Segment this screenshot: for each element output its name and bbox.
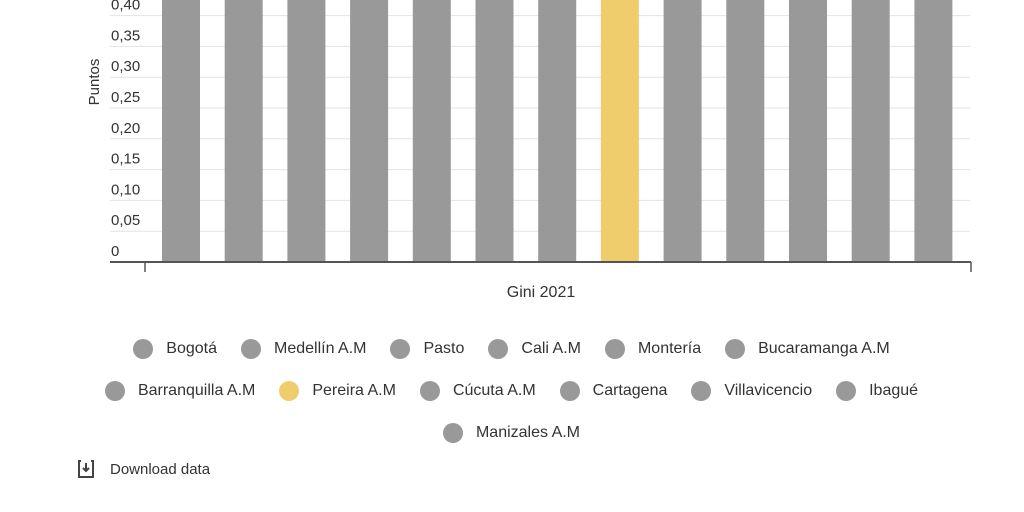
bar-c-cuta-a-m (663, 0, 702, 262)
legend-label: Cali A.M (521, 340, 581, 357)
legend-item[interactable]: Bucaramanga A.M (725, 339, 890, 359)
bar-bucaramanga-a-m (475, 0, 514, 262)
y-tick-label: 0,05 (111, 212, 140, 229)
legend-label: Ibagué (869, 382, 919, 399)
legend-row: Manizales A.M (0, 412, 1024, 454)
legend-item[interactable]: Medellín A.M (240, 339, 367, 359)
download-icon (78, 460, 94, 478)
legend-label: Cartagena (592, 382, 668, 399)
legend-row: Bogotá Medellín A.M Pasto Cali A.M Montería B… (0, 328, 1024, 370)
legend-label: Pereira A.M (312, 382, 396, 399)
legend-dot-icon (604, 339, 625, 359)
legend-label: Pasto (423, 340, 465, 357)
download-data-button[interactable]: Download data (76, 459, 210, 479)
y-tick-label: 0,25 (111, 89, 140, 106)
download-label: Download data (110, 460, 211, 478)
y-tick-label: 0,40 (111, 0, 140, 14)
bar-bogot- (162, 0, 200, 262)
legend-dot-icon (725, 339, 746, 359)
legend-label: Manizales A.M (475, 424, 581, 441)
bar-ibagu- (851, 0, 890, 262)
y-tick-label: 0,15 (111, 151, 140, 168)
bar-monter-a (412, 0, 451, 262)
bar-pasto (287, 0, 326, 262)
bar-medell-n-a-m (224, 0, 263, 262)
y-tick-label: 0,30 (111, 58, 140, 75)
legend-item[interactable]: Manizales A.M (442, 423, 581, 443)
bar-villavicencio (789, 0, 827, 262)
x-axis-label: Gini 2021 (507, 284, 576, 301)
legend-dot-icon (836, 381, 857, 401)
legend-label: Medellín A.M (273, 340, 367, 357)
bar-cali-a-m (350, 0, 389, 262)
y-tick-label: 0,35 (111, 27, 140, 44)
legend-item[interactable]: Villavicencio (691, 381, 812, 401)
y-axis-label: Puntos (86, 59, 103, 106)
legend-dot-icon (691, 381, 712, 401)
legend-dot-icon (390, 339, 411, 359)
legend-label: Bogotá (166, 340, 217, 357)
legend-item[interactable]: Pasto (390, 339, 464, 359)
legend-dot-icon (419, 381, 440, 401)
bar-chart: 0 0,05 0,10 0,15 0,20 0,25 0,30 0,35 0,40 Gini 20… (86, 0, 972, 301)
legend-label: Cúcuta A.M (452, 382, 536, 399)
legend-dot-icon (488, 339, 509, 359)
legend-item[interactable]: Cartagena (559, 381, 668, 401)
legend: Bogotá Medellín A.M Pasto Cali A.M Montería B… (0, 328, 1024, 454)
legend-item[interactable]: Pereira A.M (279, 381, 396, 401)
legend-item[interactable]: Barranquilla A.M (104, 381, 256, 401)
legend-label: Barranquilla A.M (137, 382, 256, 399)
y-tick-label: 0,20 (111, 120, 140, 137)
legend-dot-icon (104, 381, 125, 401)
bar-barranquilla-a-m (538, 0, 577, 262)
bar-manizales-a-m (914, 0, 953, 262)
legend-label: Bucaramanga A.M (758, 340, 890, 357)
legend-item[interactable]: Bogotá (133, 339, 217, 359)
y-tick-label: 0,10 (111, 181, 140, 198)
legend-label: Villavicencio (724, 382, 813, 399)
legend-item[interactable]: Cúcuta A.M (419, 381, 536, 401)
legend-dot-icon (240, 339, 261, 359)
legend-label: Montería (637, 340, 702, 357)
legend-dot-icon (559, 381, 580, 401)
legend-item[interactable]: Cali A.M (488, 339, 581, 359)
legend-row: Barranquilla A.M Pereira A.M Cúcuta A.M Car… (0, 370, 1024, 412)
bar-pereira-a-m (600, 0, 639, 262)
y-tick-label: 0 (111, 243, 119, 260)
bar-cartagena (726, 0, 765, 262)
legend-dot-icon (442, 423, 463, 443)
legend-dot-icon (133, 339, 154, 359)
legend-item[interactable]: Ibagué (836, 381, 918, 401)
legend-item[interactable]: Montería (604, 339, 702, 359)
legend-dot-icon (279, 381, 300, 401)
